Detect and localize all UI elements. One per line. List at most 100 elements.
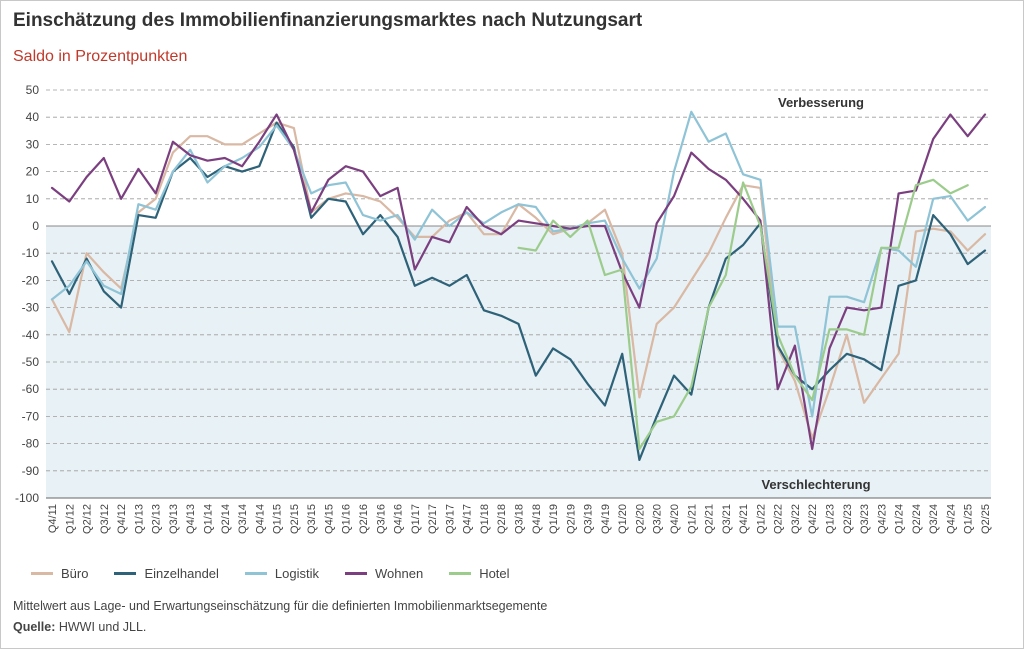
x-tick-label: Q4/13 (185, 504, 197, 534)
y-tick-label: 0 (32, 219, 39, 233)
legend-item-logistik: Logistik (244, 566, 319, 581)
chart-source: Quelle: HWWI und JLL. (13, 620, 146, 634)
legend-swatch-buero (31, 572, 53, 575)
x-tick-label: Q4/20 (669, 504, 681, 534)
x-tick-label: Q2/25 (980, 504, 992, 534)
x-tick-label: Q3/16 (375, 504, 387, 534)
y-tick-label: -80 (22, 437, 40, 451)
x-tick-label: Q4/16 (393, 504, 405, 534)
legend-swatch-hotel (449, 572, 472, 575)
y-tick-label: -40 (22, 328, 40, 342)
y-tick-label: 40 (26, 110, 40, 124)
x-tick-label: Q4/12 (116, 504, 128, 534)
x-tick-label: Q1/22 (755, 504, 767, 534)
legend-item-einzelhandel: Einzelhandel (114, 566, 219, 581)
legend-label-hotel: Hotel (479, 566, 510, 581)
x-tick-label: Q2/18 (496, 504, 508, 534)
x-tick-label: Q3/20 (652, 504, 664, 534)
x-tick-label: Q2/13 (151, 504, 163, 534)
source-text: HWWI und JLL. (55, 620, 147, 634)
legend-label-einzelhandel: Einzelhandel (144, 566, 219, 581)
x-tick-label: Q3/13 (168, 504, 180, 534)
x-tick-label: Q3/24 (928, 504, 940, 534)
x-tick-label: Q1/16 (341, 504, 353, 534)
y-tick-label: -90 (22, 464, 40, 478)
x-tick-label: Q4/11 (47, 504, 59, 533)
annotation-improvement: Verbesserung (778, 95, 864, 110)
y-tick-label: -50 (22, 355, 40, 369)
x-tick-label: Q4/19 (600, 504, 612, 534)
y-tick-label: -70 (22, 409, 40, 423)
x-tick-label: Q3/18 (514, 504, 526, 534)
x-tick-label: Q3/23 (859, 504, 871, 534)
y-tick-label: 30 (26, 137, 40, 151)
x-tick-label: Q4/21 (738, 504, 750, 534)
x-tick-label: Q2/16 (358, 504, 370, 534)
series-line-hotel (517, 178, 969, 451)
y-tick-label: -100 (15, 491, 39, 505)
y-tick-label: -10 (22, 246, 40, 260)
x-tick-label: Q1/18 (479, 504, 491, 534)
legend-label-buero: Büro (61, 566, 89, 581)
x-tick-label: Q2/20 (634, 504, 646, 534)
y-tick-label: 20 (26, 165, 40, 179)
chart-title: Einschätzung des Immobilienfinanzierungs… (13, 10, 643, 31)
x-tick-label: Q3/14 (237, 504, 249, 534)
annotation-deterioration: Verschlechterung (761, 477, 870, 492)
series-line-logistik (50, 110, 987, 418)
x-tick-label: Q1/25 (963, 504, 975, 534)
legend-swatch-wohnen (345, 572, 367, 575)
x-tick-label: Q4/15 (323, 504, 335, 534)
x-tick-label: Q4/14 (254, 504, 266, 534)
legend-item-hotel: Hotel (449, 566, 510, 581)
x-tick-label: Q2/21 (704, 504, 716, 534)
x-tick-label: Q4/17 (462, 504, 474, 534)
x-tick-label: Q1/14 (203, 504, 215, 534)
y-tick-label: -60 (22, 382, 40, 396)
x-tick-label: Q1/21 (686, 504, 698, 534)
x-tick-label: Q1/23 (825, 504, 837, 534)
chart-legend: Büro Einzelhandel Logistik Wohnen Hotel (31, 566, 536, 581)
x-tick-label: Q2/22 (773, 504, 785, 534)
x-tick-label: Q4/24 (945, 504, 957, 534)
x-tick-label: Q2/12 (82, 504, 94, 534)
x-tick-label: Q3/19 (583, 504, 595, 534)
x-tick-label: Q1/19 (548, 504, 560, 534)
x-tick-label: Q1/17 (410, 504, 422, 534)
x-tick-label: Q2/15 (289, 504, 301, 534)
source-label: Quelle: (13, 620, 56, 634)
x-tick-label: Q4/22 (807, 504, 819, 534)
y-tick-label: -30 (22, 301, 40, 315)
legend-label-logistik: Logistik (274, 566, 319, 581)
x-tick-label: Q1/20 (617, 504, 629, 534)
x-tick-label: Q3/17 (444, 504, 456, 534)
y-tick-label: -20 (22, 273, 40, 287)
x-tick-label: Q4/18 (531, 504, 543, 534)
y-tick-label: 10 (26, 192, 40, 206)
legend-swatch-logistik (244, 572, 267, 575)
x-tick-label: Q4/23 (876, 504, 888, 534)
legend-item-buero: Büro (31, 566, 88, 581)
series-line-wohnen (50, 113, 987, 451)
y-tick-label: 50 (26, 83, 40, 97)
chart-footnote: Mittelwert aus Lage- und Erwartungseinsc… (13, 599, 548, 613)
legend-label-wohnen: Wohnen (375, 566, 424, 581)
x-tick-label: Q2/19 (565, 504, 577, 534)
x-tick-label: Q2/17 (427, 504, 439, 534)
x-tick-label: Q1/12 (64, 504, 76, 534)
legend-swatch-einzelhandel (114, 572, 137, 575)
x-tick-label: Q1/15 (272, 504, 284, 534)
x-tick-label: Q2/14 (220, 504, 232, 534)
x-tick-label: Q3/15 (306, 504, 318, 534)
x-tick-label: Q1/24 (894, 504, 906, 534)
line-chart: 50 40 30 20 10 0 -10 -20 -30 -40 -50 -60 -70 -80 -90 -1… (15, 83, 992, 534)
x-tick-label: Q2/23 (842, 504, 854, 534)
x-tick-label: Q2/24 (911, 504, 923, 534)
x-tick-label: Q3/12 (99, 504, 111, 534)
x-tick-label: Q1/13 (133, 504, 145, 534)
series-line-einzelhandel (50, 121, 987, 461)
chart-subtitle: Saldo in Prozentpunkten (13, 48, 188, 65)
legend-item-wohnen: Wohnen (345, 566, 423, 581)
x-tick-label: Q3/21 (721, 504, 733, 534)
